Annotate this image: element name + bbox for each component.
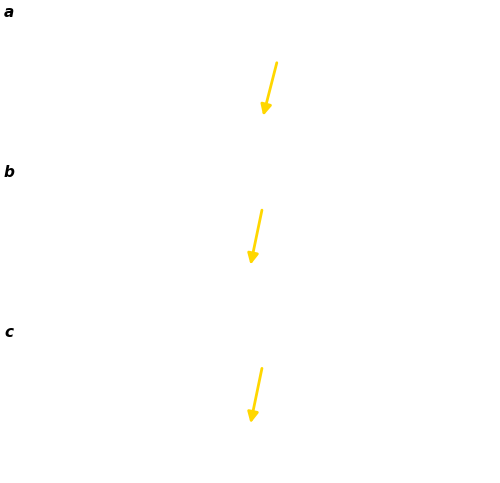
- Text: b: b: [4, 165, 15, 180]
- Text: a: a: [4, 5, 14, 20]
- Text: c: c: [4, 325, 13, 340]
